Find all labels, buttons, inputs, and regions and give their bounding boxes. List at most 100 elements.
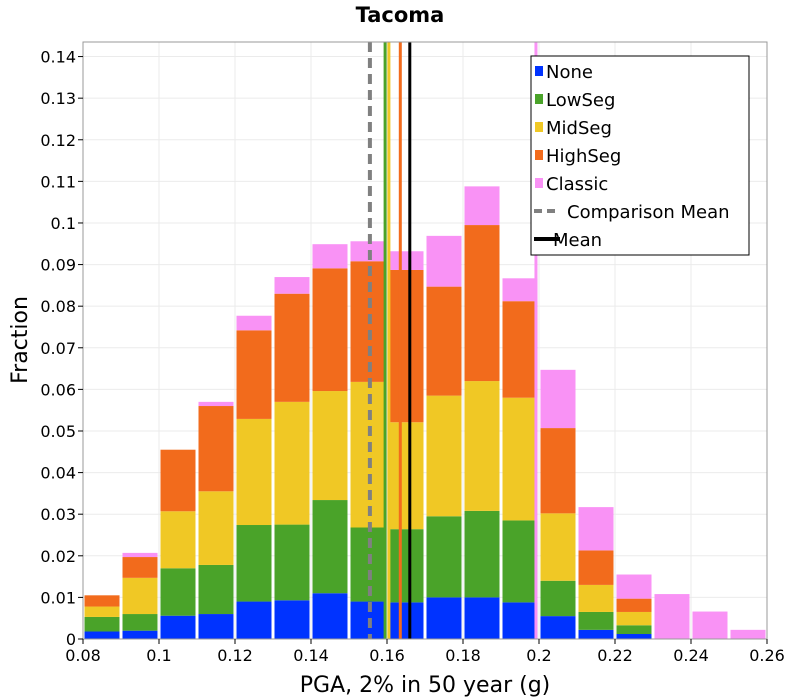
legend-label-midseg: MidSeg <box>546 118 612 139</box>
bar-lowseg-14 <box>616 625 652 635</box>
y-tick-label: 0.02 <box>40 547 76 566</box>
x-tick-label: 0.22 <box>597 646 633 665</box>
bar-none-14 <box>616 634 652 639</box>
y-tick-label: 0.01 <box>40 588 76 607</box>
bar-highseg-10 <box>464 225 500 382</box>
bar-highseg-8 <box>388 269 424 423</box>
x-tick-label: 0.24 <box>673 646 709 665</box>
legend-label-classic: Classic <box>546 174 608 195</box>
bar-none-10 <box>464 597 500 639</box>
y-tick-label: 0.09 <box>40 256 76 275</box>
bar-classic-13 <box>578 507 614 551</box>
legend-swatch-highseg <box>535 150 543 160</box>
plot-frame <box>82 41 768 640</box>
bar-highseg-5 <box>274 293 310 402</box>
bar-lowseg-10 <box>464 510 500 598</box>
x-tick-label: 0.18 <box>445 646 481 665</box>
bar-highseg-6 <box>312 268 348 392</box>
bar-midseg-11 <box>502 397 538 521</box>
bar-lowseg-0 <box>84 616 120 632</box>
bar-classic-8 <box>388 251 424 270</box>
legend-swatch-classic <box>535 178 543 188</box>
bar-none-9 <box>426 597 462 639</box>
bar-highseg-11 <box>502 301 538 398</box>
bar-none-4 <box>236 601 272 639</box>
chart-title: Tacoma <box>356 3 445 27</box>
y-tick-label: 0.11 <box>40 172 76 191</box>
bar-midseg-10 <box>464 381 500 511</box>
bar-none-5 <box>274 600 310 639</box>
bar-lowseg-8 <box>388 529 424 603</box>
bar-highseg-9 <box>426 286 462 396</box>
y-tick-label: 0.08 <box>40 297 76 316</box>
bar-classic-16 <box>692 611 728 639</box>
y-tick-label: 0.03 <box>40 505 76 524</box>
y-tick-label: 0.05 <box>40 422 76 441</box>
bar-classic-15 <box>654 594 690 639</box>
bar-midseg-12 <box>540 513 576 581</box>
bar-classic-6 <box>312 244 348 269</box>
y-tick-label: 0.1 <box>51 214 76 233</box>
bar-classic-4 <box>236 315 272 331</box>
bar-classic-1 <box>122 552 158 558</box>
bar-lowseg-6 <box>312 500 348 594</box>
y-tick-label: 0.04 <box>40 464 76 483</box>
bar-none-3 <box>198 614 234 639</box>
bar-none-12 <box>540 616 576 639</box>
bar-lowseg-2 <box>160 568 196 616</box>
bar-midseg-3 <box>198 491 234 565</box>
y-tick-label: 0.06 <box>40 380 76 399</box>
bar-none-13 <box>578 629 614 639</box>
bar-highseg-14 <box>616 598 652 612</box>
bar-none-0 <box>84 631 120 639</box>
bar-classic-5 <box>274 277 310 294</box>
bar-highseg-0 <box>84 595 120 607</box>
bar-midseg-2 <box>160 511 196 569</box>
bar-classic-10 <box>464 186 500 226</box>
bar-midseg-13 <box>578 584 614 612</box>
bar-highseg-3 <box>198 406 234 492</box>
legend-label-mean: Mean <box>553 230 602 251</box>
y-tick-label: 0.14 <box>40 48 76 67</box>
bar-none-6 <box>312 593 348 639</box>
bar-lowseg-5 <box>274 524 310 601</box>
bar-midseg-0 <box>84 606 120 617</box>
bar-midseg-9 <box>426 395 462 517</box>
x-axis-ticks: 0.08 0.1 0.12 0.14 0.16 0.18 0.2 0.22 0.24 0.26 <box>65 639 785 665</box>
bar-none-1 <box>122 630 158 639</box>
bar-classic-14 <box>616 574 652 599</box>
bar-none-11 <box>502 602 538 639</box>
bar-lowseg-3 <box>198 564 234 615</box>
legend-label-lowseg: LowSeg <box>546 90 615 111</box>
bar-classic-3 <box>198 401 234 407</box>
y-axis-label: Fraction <box>8 296 33 384</box>
bar-highseg-4 <box>236 330 272 419</box>
legend-label-comparison-mean: Comparison Mean <box>567 202 730 223</box>
y-tick-label: 0 <box>66 630 76 649</box>
x-axis-label: PGA, 2% in 50 year (g) <box>300 673 551 698</box>
bar-classic-11 <box>502 278 538 302</box>
bar-highseg-13 <box>578 550 614 585</box>
bar-none-2 <box>160 615 196 639</box>
bar-midseg-14 <box>616 611 652 626</box>
y-axis-ticks: 0 0.01 0.02 0.03 0.04 0.05 0.06 0.07 0.08 0.09 0.1… <box>40 48 83 649</box>
x-tick-label: 0.26 <box>749 646 785 665</box>
x-tick-label: 0.16 <box>369 646 405 665</box>
bar-midseg-4 <box>236 418 272 526</box>
bar-midseg-6 <box>312 391 348 501</box>
bar-midseg-1 <box>122 577 158 615</box>
bar-highseg-1 <box>122 557 158 578</box>
y-tick-label: 0.13 <box>40 89 76 108</box>
bar-none-8 <box>388 602 424 639</box>
x-tick-label: 0.08 <box>65 646 101 665</box>
legend-label-highseg: HighSeg <box>546 146 621 167</box>
bar-lowseg-12 <box>540 580 576 617</box>
bars <box>84 186 766 639</box>
bar-classic-9 <box>426 235 462 287</box>
bar-highseg-12 <box>540 428 576 514</box>
bar-classic-17 <box>730 629 766 639</box>
bar-lowseg-13 <box>578 611 614 630</box>
y-tick-label: 0.07 <box>40 339 76 358</box>
legend-swatch-none <box>535 66 543 76</box>
